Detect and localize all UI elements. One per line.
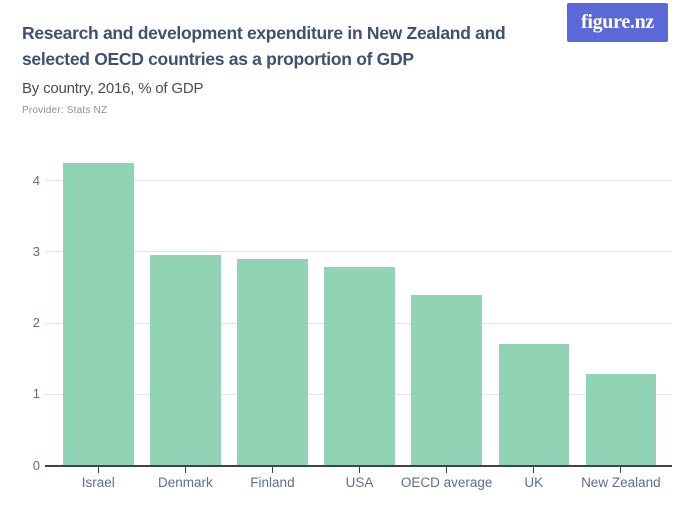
bar-denmark[interactable] (150, 254, 221, 466)
gridline (45, 180, 672, 181)
x-axis-label-oecd-average: OECD average (400, 475, 493, 490)
x-axis-tick (271, 466, 273, 473)
figure-nz-logo-text: figure.nz (580, 11, 655, 33)
x-axis-tick (184, 466, 186, 473)
x-axis-label-finland: Finland (250, 475, 295, 490)
y-axis-tick-label: 4 (32, 172, 40, 188)
x-axis-label-israel: Israel (81, 475, 115, 490)
y-axis-tick-label: 1 (32, 386, 40, 402)
provider-attribution: Provider: Stats NZ (22, 105, 108, 116)
bar-uk[interactable] (498, 344, 569, 466)
x-axis-label-denmark: Denmark (157, 475, 213, 490)
x-axis-tick (97, 466, 99, 473)
chart-title-line-2: selected OECD countries as a proportion … (22, 49, 414, 69)
x-axis-tick (446, 466, 448, 473)
chart-subtitle: By country, 2016, % of GDP (22, 80, 204, 97)
figure-nz-logo[interactable]: figure.nz (567, 3, 668, 42)
bar-finland[interactable] (237, 258, 308, 466)
x-axis-tick (620, 466, 622, 473)
bar-israel[interactable] (63, 162, 134, 466)
x-axis-tick (533, 466, 535, 473)
bar-oecd-average[interactable] (411, 294, 482, 466)
chart-title-line-1: Research and development expenditure in … (22, 23, 506, 43)
chart-title: Research and development expenditure in … (22, 20, 622, 72)
y-axis-tick-label: 3 (32, 243, 40, 259)
bar-new-zealand[interactable] (585, 374, 657, 466)
gridline (45, 251, 672, 253)
x-axis-line (45, 465, 672, 467)
x-axis-tick (359, 466, 361, 473)
x-axis-label-new-zealand: New Zealand (581, 475, 661, 490)
y-axis-tick-label: 0 (32, 457, 40, 473)
x-axis-label-usa: USA (345, 475, 374, 490)
y-axis-tick-label: 2 (32, 315, 40, 330)
bar-usa[interactable] (324, 266, 395, 466)
x-axis-label-uk: UK (524, 475, 544, 490)
